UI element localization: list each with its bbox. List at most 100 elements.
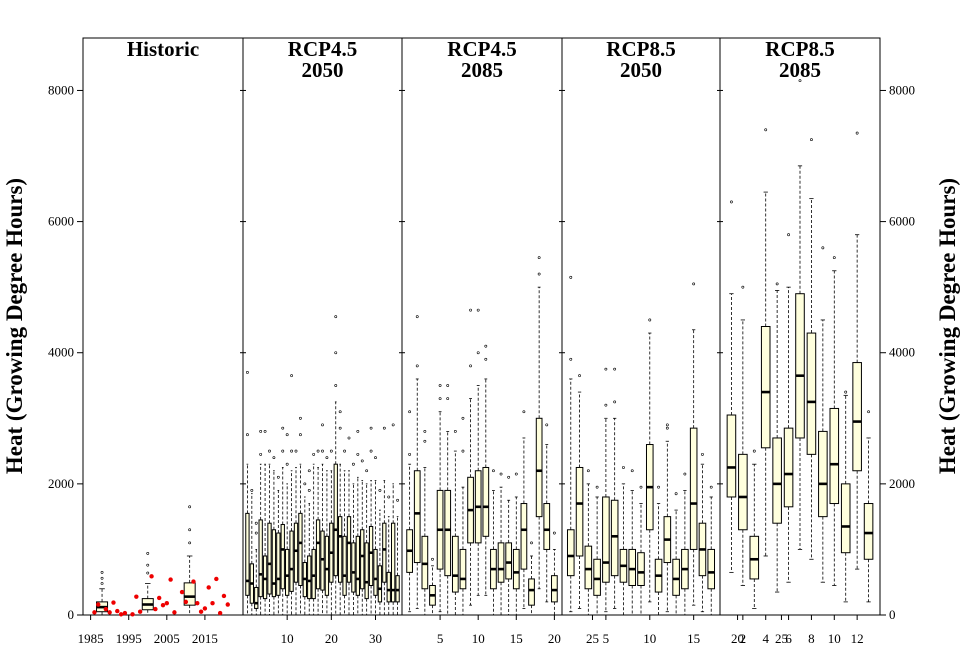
- box-iqr: [311, 548, 316, 600]
- panel-title-line: 2085: [779, 58, 821, 82]
- y-tick-label-left: 4000: [48, 345, 74, 360]
- box-outlier: [259, 430, 263, 433]
- box-outlier: [821, 246, 825, 250]
- box-iqr: [863, 503, 874, 560]
- box-plot: [289, 374, 294, 616]
- box-plot: [451, 430, 459, 616]
- box-iqr: [497, 542, 505, 583]
- box-iqr: [413, 470, 421, 564]
- box-iqr: [528, 578, 535, 606]
- box-outlier: [665, 426, 669, 430]
- box-outlier: [545, 423, 549, 427]
- box-outlier: [530, 541, 533, 545]
- historic-point: [156, 595, 162, 601]
- box-iqr: [689, 427, 698, 550]
- x-tick-label: 10: [828, 631, 841, 646]
- box-outlier: [356, 430, 360, 433]
- box-outlier: [709, 485, 713, 489]
- historic-point: [137, 609, 143, 614]
- box-plot: [351, 462, 356, 616]
- box-plot: [535, 256, 543, 590]
- box-outlier: [299, 433, 302, 437]
- box-outlier: [146, 551, 150, 555]
- box-outlier: [281, 426, 285, 430]
- box-plot: [840, 390, 851, 603]
- box-outlier: [683, 472, 687, 476]
- x-tick-label: 20: [731, 631, 744, 646]
- box-plot: [584, 469, 593, 616]
- box-iqr: [298, 512, 303, 586]
- box-outlier: [431, 557, 434, 561]
- box-plot: [360, 459, 365, 616]
- box-plot: [575, 374, 584, 609]
- y-tick-label-left: 6000: [48, 214, 74, 229]
- historic-point: [107, 610, 112, 615]
- box-plot: [307, 469, 312, 616]
- historic-point: [172, 610, 177, 615]
- y-tick-label-right: 2000: [889, 476, 915, 491]
- box-plot: [654, 485, 663, 616]
- box-plot: [302, 482, 307, 616]
- box-outlier: [604, 403, 608, 407]
- x-tick-label: 6: [785, 631, 792, 646]
- box-plot: [602, 367, 610, 613]
- box-iqr: [333, 463, 338, 577]
- box-iqr: [351, 542, 356, 593]
- box-outlier: [408, 410, 412, 414]
- box-plot: [610, 367, 619, 609]
- historic-point: [149, 574, 154, 579]
- box-outlier: [307, 469, 311, 473]
- box-plot: [474, 308, 482, 596]
- box-plot: [276, 475, 281, 616]
- box-plot: [355, 430, 360, 616]
- box-plot: [628, 469, 637, 616]
- panel-title-line: 2050: [302, 58, 344, 82]
- box-outlier: [246, 433, 249, 437]
- historic-point: [198, 609, 204, 614]
- box-outlier: [514, 472, 518, 476]
- box-iqr: [760, 326, 771, 449]
- box-plot: [818, 246, 828, 583]
- box-outlier: [408, 452, 412, 456]
- box-plot: [429, 557, 436, 616]
- box-plot: [183, 505, 196, 616]
- box-outlier: [476, 308, 480, 312]
- box-iqr: [726, 414, 737, 498]
- box-outlier: [334, 384, 338, 387]
- box-outlier: [446, 397, 450, 401]
- box-iqr: [818, 430, 828, 518]
- box-outlier: [338, 410, 342, 414]
- box-plot: [406, 410, 413, 613]
- box-plot: [543, 423, 551, 603]
- box-outlier: [604, 367, 608, 371]
- panel-title-line: RCP4.5: [288, 37, 357, 61]
- historic-point: [195, 600, 200, 606]
- box-iqr: [451, 535, 459, 593]
- box-outlier: [657, 485, 660, 489]
- x-tick-label: 20: [548, 631, 561, 646]
- box-plot: [391, 423, 396, 616]
- box-plot: [258, 430, 263, 616]
- box-outlier: [321, 449, 324, 453]
- y-axis-label-right: Heat (Growing Degree Hours): [935, 178, 960, 474]
- box-iqr: [444, 489, 452, 577]
- box-outlier: [276, 475, 280, 479]
- box-plot: [271, 456, 277, 616]
- box-outlier: [334, 351, 338, 355]
- box-outlier: [537, 256, 541, 260]
- box-outlier: [867, 410, 870, 414]
- x-tick-label: 2: [740, 631, 747, 646]
- box-outlier: [461, 416, 465, 420]
- y-tick-label-left: 0: [68, 607, 75, 622]
- y-tick-label-right: 0: [889, 607, 896, 622]
- historic-point: [122, 610, 128, 616]
- box-plot: [689, 282, 698, 606]
- box-plot: [262, 430, 268, 616]
- y-tick-label-right: 8000: [889, 82, 915, 97]
- box-iqr: [749, 535, 760, 580]
- box-plot: [421, 430, 429, 616]
- box-plot: [528, 541, 535, 616]
- box-outlier: [764, 128, 768, 132]
- box-outlier: [188, 528, 192, 532]
- box-plot: [663, 423, 672, 613]
